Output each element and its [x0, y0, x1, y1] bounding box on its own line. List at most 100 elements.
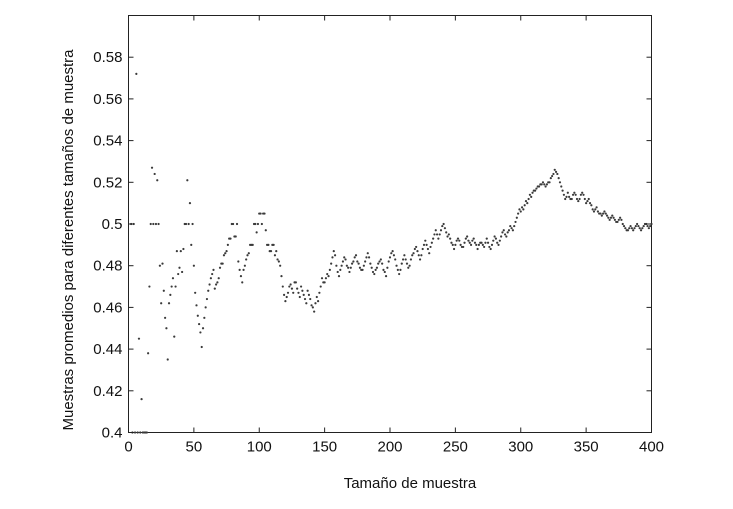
data-point [468, 241, 471, 244]
data-point [473, 241, 477, 244]
x-tick-label: 100 [247, 439, 272, 456]
data-point [313, 310, 316, 313]
data-point [323, 281, 326, 284]
data-point [596, 210, 599, 213]
data-point [165, 327, 168, 330]
y-tick-label: 0.58 [93, 49, 122, 66]
data-point [447, 233, 450, 236]
data-point [592, 210, 596, 213]
data-point [152, 222, 155, 226]
data-point [528, 193, 532, 196]
data-point [335, 264, 338, 267]
data-point [418, 258, 422, 261]
data-point [646, 224, 649, 228]
data-point [213, 287, 216, 290]
data-point [420, 254, 423, 257]
data-point [136, 431, 139, 434]
data-point [634, 224, 637, 228]
data-point [407, 266, 410, 269]
data-point [190, 243, 193, 246]
data-point [156, 179, 159, 182]
data-point [196, 314, 199, 317]
data-point [326, 272, 329, 276]
data-point [289, 283, 292, 286]
y-tick-label: 0.48 [93, 258, 122, 275]
data-point [251, 243, 254, 246]
data-point [548, 181, 551, 184]
data-point [641, 227, 644, 230]
data-point [463, 241, 466, 244]
data-point [276, 258, 279, 261]
data-point [238, 268, 241, 271]
data-point [209, 277, 212, 280]
data-point [299, 285, 303, 288]
data-point [517, 212, 520, 215]
x-tick-label: 300 [508, 439, 533, 456]
y-tick-label: 0.46 [93, 299, 122, 316]
data-point [467, 239, 470, 242]
data-point [443, 227, 447, 230]
data-point [581, 191, 584, 194]
data-point [469, 243, 473, 246]
data-point [464, 237, 467, 240]
data-point [145, 431, 148, 434]
data-point [311, 306, 314, 309]
data-point [588, 202, 592, 205]
data-point [200, 345, 203, 349]
data-point [524, 199, 528, 203]
data-point [224, 252, 227, 255]
data-point [562, 193, 565, 196]
data-point [513, 224, 516, 228]
data-point [622, 224, 626, 228]
data-point [306, 289, 309, 292]
data-point [579, 193, 582, 196]
data-point [428, 252, 431, 255]
data-point [573, 191, 576, 194]
data-point [558, 181, 562, 184]
data-point [485, 237, 488, 240]
data-point [391, 250, 394, 253]
data-point [149, 222, 152, 226]
data-point [630, 227, 633, 230]
data-point [221, 262, 224, 265]
data-point [188, 202, 192, 205]
data-point [341, 260, 345, 263]
data-point [638, 227, 641, 230]
data-point [192, 264, 195, 267]
data-point [173, 335, 176, 338]
data-point [645, 222, 648, 226]
data-point [347, 266, 350, 269]
data-point [394, 258, 397, 261]
data-point [426, 247, 430, 251]
data-point [239, 275, 243, 278]
data-point [343, 256, 346, 259]
data-point [171, 277, 175, 280]
data-point [561, 189, 564, 192]
data-point [235, 222, 239, 226]
data-point [132, 222, 135, 226]
data-point [437, 237, 440, 240]
data-point [574, 193, 577, 196]
data-point [477, 243, 481, 246]
data-point [218, 266, 222, 269]
data-point [472, 237, 475, 240]
data-point [523, 204, 526, 207]
data-point [481, 243, 484, 246]
data-point [578, 197, 581, 201]
data-point [158, 264, 161, 267]
data-point [636, 222, 639, 226]
data-point [296, 287, 299, 290]
data-point [433, 233, 436, 236]
data-point [412, 252, 415, 255]
data-point [556, 172, 559, 176]
data-point [455, 239, 458, 242]
data-point [489, 247, 492, 251]
data-point [208, 283, 211, 286]
data-point [458, 239, 461, 242]
data-point [408, 264, 411, 267]
data-point [595, 206, 598, 209]
data-point [314, 302, 317, 305]
data-point [292, 291, 295, 294]
plot-frame [128, 15, 652, 433]
data-point [373, 272, 376, 276]
